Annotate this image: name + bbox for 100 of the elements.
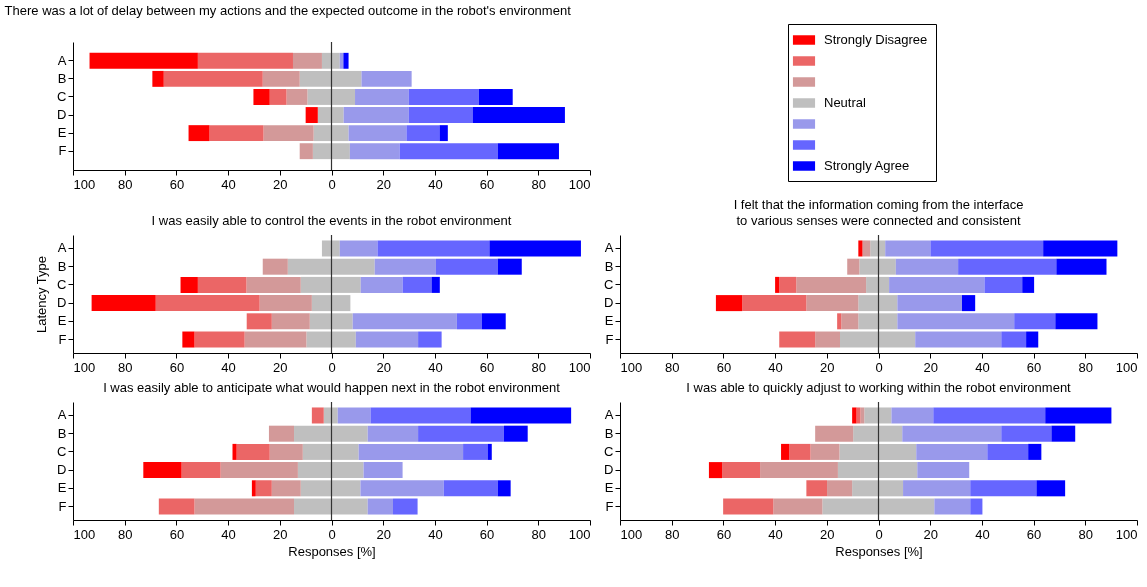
x-tick-label: 60 — [479, 526, 495, 542]
x-tick-label: 20 — [923, 526, 938, 542]
bar — [418, 425, 504, 442]
bar — [930, 240, 1044, 257]
bar — [722, 462, 761, 479]
y-tick-label: F — [58, 143, 67, 159]
bar — [962, 295, 976, 312]
x-tick-label: 60 — [1026, 526, 1042, 542]
bar — [984, 276, 1023, 293]
bar — [463, 443, 488, 460]
bar — [370, 407, 471, 424]
bar — [858, 240, 863, 257]
bar — [343, 52, 349, 69]
bar — [933, 407, 1046, 424]
x-tick-label: 100 — [568, 526, 591, 542]
x-tick-label: 40 — [975, 359, 990, 375]
bar — [194, 331, 245, 348]
y-tick-label: C — [604, 443, 614, 459]
bar — [197, 276, 247, 293]
bar — [244, 331, 307, 348]
bar — [773, 498, 823, 515]
bar — [723, 498, 774, 515]
bar — [393, 498, 418, 515]
bar — [361, 70, 412, 87]
x-tick-label: 80 — [664, 359, 680, 375]
x-tick-label: 80 — [531, 176, 547, 192]
x-tick-label: 80 — [1078, 526, 1094, 542]
bar — [852, 407, 857, 424]
bar — [152, 70, 164, 87]
bar — [497, 480, 511, 497]
y-tick-label: F — [605, 331, 614, 347]
bar — [143, 462, 182, 479]
chart-title: I was able to quickly adjust to working within the robot environment — [686, 380, 1072, 396]
x-tick-label: 60 — [716, 526, 732, 542]
bar — [503, 425, 528, 442]
bar — [860, 407, 865, 424]
y-tick-label: C — [57, 443, 67, 459]
bar — [349, 143, 400, 160]
bar — [271, 480, 301, 497]
bar — [487, 443, 492, 460]
bar — [188, 125, 210, 142]
bar — [363, 462, 403, 479]
y-tick-label: E — [57, 125, 67, 141]
y-tick-label: C — [57, 88, 67, 104]
x-tick-label: 0 — [328, 526, 336, 542]
x-tick-label: 40 — [428, 526, 443, 542]
x-tick-label: 100 — [73, 526, 96, 542]
x-tick-label: 80 — [664, 526, 680, 542]
bar — [1055, 313, 1098, 330]
bar — [987, 443, 1029, 460]
bar — [158, 498, 195, 515]
bar — [355, 89, 409, 105]
bar — [269, 443, 303, 460]
chart-title: I felt that the information coming from the interface to various senses were connected and consistent — [733, 197, 1024, 229]
x-tick-label: 20 — [376, 359, 391, 375]
bar — [1043, 240, 1118, 257]
y-tick-label: D — [604, 295, 614, 311]
bar — [891, 407, 934, 424]
bar — [789, 443, 811, 460]
x-tick-label: 60 — [169, 359, 185, 375]
x-tick-label: 20 — [376, 176, 391, 192]
bar — [1051, 425, 1076, 442]
bar — [497, 258, 522, 275]
bar — [358, 443, 464, 460]
y-tick-label: A — [604, 240, 614, 256]
bar — [402, 276, 432, 293]
bar — [489, 240, 581, 257]
x-tick-label: 40 — [221, 526, 236, 542]
y-tick-label: F — [58, 498, 67, 514]
bar — [197, 52, 293, 69]
bar — [367, 425, 419, 442]
bar — [262, 258, 288, 275]
bar — [760, 462, 838, 479]
x-tick-label: 100 — [1115, 359, 1138, 375]
x-tick-label: 0 — [328, 359, 336, 375]
bar — [1028, 443, 1042, 460]
bar — [262, 70, 300, 87]
y-tick-label: E — [57, 313, 67, 329]
x-tick-label: 100 — [620, 526, 643, 542]
bar — [286, 89, 308, 105]
bar — [181, 462, 221, 479]
x-tick-label: 0 — [875, 359, 883, 375]
x-tick-label: 80 — [1078, 359, 1094, 375]
x-tick-label: 40 — [221, 359, 236, 375]
x-tick-label: 80 — [531, 526, 547, 542]
x-tick-label: 20 — [273, 359, 288, 375]
bar — [915, 331, 1002, 348]
bar — [1014, 313, 1056, 330]
legend-label: Neutral — [824, 95, 867, 110]
x-tick-label: 60 — [716, 359, 732, 375]
legend-label: Strongly Agree — [824, 158, 910, 173]
bar — [934, 498, 971, 515]
bar — [815, 331, 840, 348]
bar — [815, 425, 854, 442]
bar — [841, 313, 859, 330]
bar — [253, 89, 270, 105]
x-tick-label: 60 — [1026, 359, 1042, 375]
y-tick-label: C — [604, 276, 614, 292]
y-tick-label: B — [604, 258, 614, 274]
x-tick-label: 80 — [531, 359, 547, 375]
